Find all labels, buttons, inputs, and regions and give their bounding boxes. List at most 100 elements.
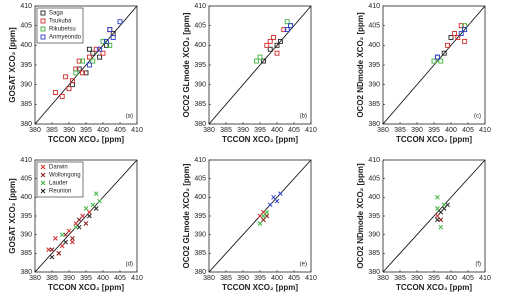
y-tick-label: 385 <box>368 250 380 257</box>
panel-label: (b) <box>300 114 307 120</box>
point <box>66 86 72 92</box>
y-tick-label: 390 <box>368 82 380 89</box>
y-axis-label: GOSAT XCO₂ [ppm] <box>8 178 17 254</box>
legend-label: Anmyeondo <box>49 35 82 41</box>
point <box>69 78 75 84</box>
x-tick-label: 405 <box>462 275 474 282</box>
point <box>86 54 92 60</box>
x-tick-label: 395 <box>254 275 266 282</box>
y-tick-label: 395 <box>368 213 380 220</box>
y-axis-label: OCO2 GLmode XCO₂ [ppm] <box>182 12 191 117</box>
point <box>46 247 51 252</box>
legend-marker <box>40 26 46 32</box>
point <box>83 221 89 226</box>
point <box>257 54 263 60</box>
x-axis-label: TCCON XCO₂ [ppm] <box>396 135 472 144</box>
point <box>455 35 461 40</box>
point <box>257 221 263 226</box>
one-to-one-line <box>34 5 138 125</box>
legend-label: Tsukuba <box>49 19 72 25</box>
point <box>431 58 437 64</box>
x-tick-label: 400 <box>271 127 283 134</box>
point <box>53 236 58 241</box>
x-tick-label: 390 <box>63 127 75 134</box>
panel-label: (c) <box>474 114 481 120</box>
y-tick-label: 410 <box>194 3 206 10</box>
legend-marker <box>40 172 46 178</box>
y-tick-label: 400 <box>194 42 206 49</box>
y-tick-label: 390 <box>20 82 32 89</box>
point <box>76 224 82 230</box>
point <box>73 221 79 226</box>
point <box>76 217 82 223</box>
x-tick-label: 385 <box>220 127 232 134</box>
legend-label: Reunion <box>49 189 71 195</box>
point <box>97 198 102 204</box>
point <box>80 58 86 64</box>
legend-marker <box>40 34 46 40</box>
y-tick-label: 380 <box>368 269 380 276</box>
point <box>110 35 116 40</box>
point <box>63 239 68 245</box>
panel: 380 385 390 395 400 405 410 380 385 390 395 400 405 4… <box>182 157 317 292</box>
legend-marker <box>40 10 46 16</box>
y-tick-label: 405 <box>20 176 32 183</box>
point <box>264 209 270 215</box>
x-tick-label: 405 <box>288 127 300 134</box>
x-tick-label: 395 <box>80 127 92 134</box>
x-tick-label: 400 <box>445 127 457 134</box>
point <box>271 194 276 200</box>
y-tick-label: 400 <box>20 194 32 201</box>
one-to-one-line <box>34 159 138 273</box>
point <box>52 90 58 95</box>
y-axis-label: OCO2 NDmode XCO₂ [ppm] <box>356 163 365 269</box>
x-axis-label: TCCON XCO₂ [ppm] <box>396 283 472 292</box>
y-tick-label: 380 <box>194 121 206 128</box>
legend-label: Lauder <box>49 181 68 187</box>
point <box>458 23 464 29</box>
point <box>59 232 65 238</box>
point <box>274 198 280 204</box>
panel: 380 385 390 395 400 405 410 380 385 390 395 400 405 4… <box>8 157 143 292</box>
panel-label: (e) <box>300 262 307 268</box>
point <box>103 38 109 44</box>
point <box>462 27 468 33</box>
panel: 380 385 390 395 400 405 410 380 385 390 395 400 405 4… <box>356 3 491 144</box>
y-tick-label: 395 <box>194 62 206 69</box>
point <box>97 54 103 60</box>
legend-marker <box>40 164 46 170</box>
one-to-one-line <box>208 5 312 125</box>
x-tick-label: 385 <box>394 127 406 134</box>
point <box>97 46 103 52</box>
y-tick-label: 385 <box>194 101 206 108</box>
point <box>117 19 123 25</box>
point <box>434 54 440 60</box>
y-tick-label: 410 <box>194 157 206 164</box>
point <box>76 66 82 72</box>
panel-label: (d) <box>126 262 133 268</box>
point <box>87 209 92 215</box>
point <box>90 50 96 56</box>
x-tick-label: 380 <box>203 275 215 282</box>
y-tick-label: 395 <box>368 62 380 69</box>
point <box>441 202 447 208</box>
point <box>49 254 55 260</box>
x-axis-label: TCCON XCO₂ [ppm] <box>48 283 124 292</box>
y-tick-label: 385 <box>368 101 380 108</box>
point <box>93 46 99 52</box>
y-tick-label: 385 <box>20 101 32 108</box>
x-axis-label: TCCON XCO₂ [ppm] <box>48 135 124 144</box>
one-to-one-line <box>382 159 486 273</box>
point <box>73 70 79 76</box>
point <box>87 213 92 219</box>
y-tick-label: 380 <box>194 269 206 276</box>
x-tick-label: 385 <box>220 275 232 282</box>
panel-label: (f) <box>475 262 481 268</box>
x-tick-label: 380 <box>377 127 389 134</box>
point <box>107 27 113 33</box>
y-tick-label: 380 <box>20 121 32 128</box>
point <box>70 236 75 241</box>
point <box>86 62 92 68</box>
x-tick-label: 390 <box>237 275 249 282</box>
point <box>63 232 68 238</box>
